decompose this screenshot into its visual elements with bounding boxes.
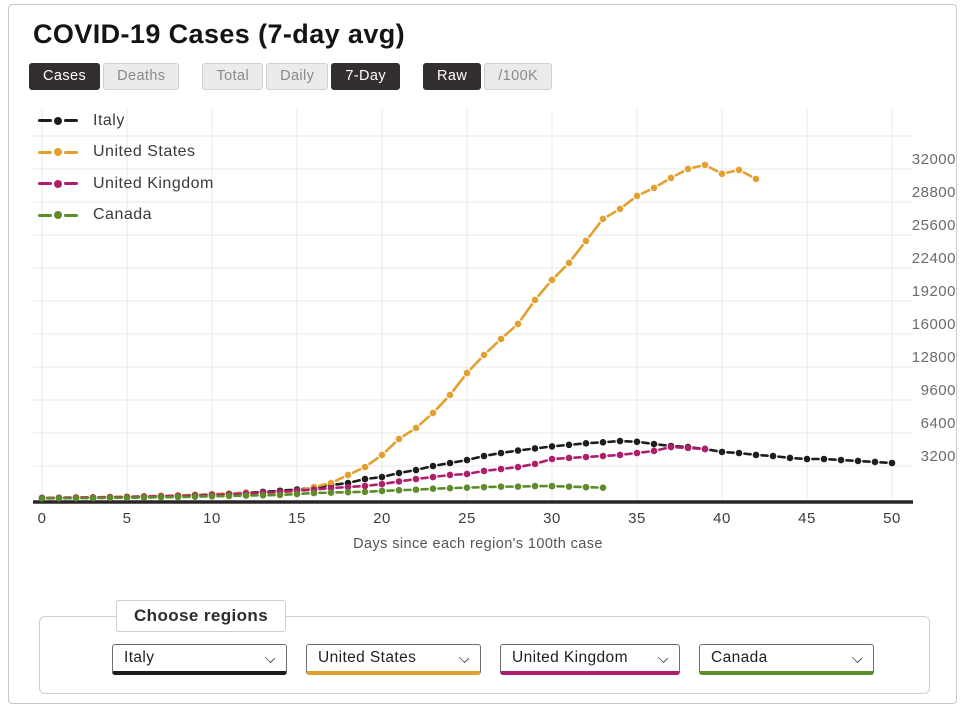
svg-text:6400: 6400 <box>921 415 956 432</box>
toolbar: Cases Deaths Total Daily 7-Day Raw /100K <box>29 63 956 90</box>
choose-regions-label: Choose regions <box>116 600 287 632</box>
united-kingdom-line-swatch-icon <box>38 179 80 188</box>
svg-text:50: 50 <box>883 510 901 527</box>
region-select-4-value: Canada <box>711 649 768 666</box>
legend-label: United States <box>93 143 196 160</box>
chevron-down-icon <box>851 652 863 664</box>
united-states-line-swatch-icon <box>38 148 80 156</box>
svg-text:25600: 25600 <box>912 217 956 234</box>
chevron-down-icon <box>657 652 669 664</box>
svg-text:45: 45 <box>798 510 816 527</box>
legend-item-italy: Italy <box>38 111 214 130</box>
svg-text:3200: 3200 <box>921 448 956 465</box>
seven-day-button[interactable]: 7-Day <box>331 63 401 90</box>
scale-toggle-group: Raw /100K <box>423 63 555 90</box>
svg-text:19200: 19200 <box>912 283 956 300</box>
chart-area: 3200 6400 9600 12800 16000 19200 22400 25600 288… <box>8 101 964 563</box>
svg-text:20: 20 <box>373 510 391 527</box>
deaths-button[interactable]: Deaths <box>103 63 180 90</box>
svg-text:5: 5 <box>123 510 132 527</box>
total-button[interactable]: Total <box>202 63 264 90</box>
daily-button[interactable]: Daily <box>266 63 329 90</box>
raw-button[interactable]: Raw <box>423 63 482 90</box>
svg-text:32000: 32000 <box>912 151 956 168</box>
legend-item-united-states: United States <box>38 143 214 162</box>
region-select-1-value: Italy <box>124 649 155 666</box>
chart-legend: Italy United States United Kingdom Canad… <box>38 111 214 237</box>
metric-toggle-group: Cases Deaths <box>29 63 182 90</box>
svg-text:16000: 16000 <box>912 316 956 333</box>
choose-regions-panel: Choose regions Italy United States Unite… <box>39 600 930 694</box>
svg-text:28800: 28800 <box>912 184 956 201</box>
chart-canvas: 3200 6400 9600 12800 16000 19200 22400 25600 288… <box>33 109 956 552</box>
svg-text:0: 0 <box>38 510 47 527</box>
cases-button[interactable]: Cases <box>29 63 101 90</box>
chevron-down-icon <box>458 652 470 664</box>
region-select-2[interactable]: United States <box>306 644 481 675</box>
legend-label: United Kingdom <box>93 174 214 192</box>
per-100k-button[interactable]: /100K <box>484 63 553 90</box>
legend-item-united-kingdom: United Kingdom <box>38 174 214 193</box>
aggregation-toggle-group: Total Daily 7-Day <box>202 63 403 90</box>
legend-label: Italy <box>93 111 125 129</box>
legend-label: Canada <box>93 206 153 223</box>
svg-text:12800: 12800 <box>912 349 956 366</box>
app-window: COVID-19 Cases (7-day avg) Cases Deaths … <box>8 4 957 704</box>
svg-text:40: 40 <box>713 510 731 527</box>
svg-text:10: 10 <box>203 510 221 527</box>
svg-text:15: 15 <box>288 510 306 527</box>
italy-line-swatch-icon <box>38 116 80 125</box>
region-selects-row: Italy United States United Kingdom Canad… <box>112 644 929 675</box>
region-select-4[interactable]: Canada <box>699 644 874 675</box>
chevron-down-icon <box>264 652 276 664</box>
region-select-2-value: United States <box>318 649 417 666</box>
page-title: COVID-19 Cases (7-day avg) <box>33 19 406 49</box>
svg-text:22400: 22400 <box>912 250 956 267</box>
region-select-3-value: United Kingdom <box>512 649 628 666</box>
svg-text:30: 30 <box>543 510 561 527</box>
svg-text:25: 25 <box>458 510 476 527</box>
canada-line-swatch-icon <box>38 211 80 219</box>
region-select-1[interactable]: Italy <box>112 644 287 675</box>
legend-item-canada: Canada <box>38 206 214 225</box>
svg-text:35: 35 <box>628 510 646 527</box>
svg-text:Days since each region's 100th: Days since each region's 100th case <box>353 536 603 552</box>
region-select-3[interactable]: United Kingdom <box>500 644 680 675</box>
svg-text:9600: 9600 <box>921 382 956 399</box>
